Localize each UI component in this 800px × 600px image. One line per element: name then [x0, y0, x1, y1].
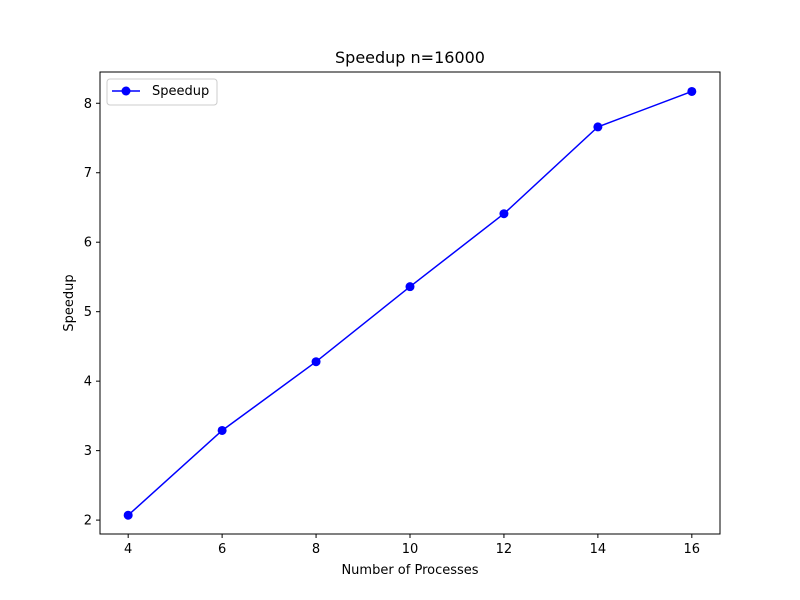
x-tick-label: 12 — [496, 542, 513, 557]
x-tick-label: 14 — [590, 542, 607, 557]
y-tick-label: 4 — [84, 375, 92, 390]
data-point — [311, 357, 321, 367]
series-layer — [123, 86, 697, 520]
y-axis-label: Speedup — [62, 274, 77, 331]
y-axis-ticks: 2 3 4 5 6 7 8 — [84, 97, 100, 529]
data-point — [405, 282, 415, 292]
legend-label: Speedup — [152, 84, 209, 99]
chart-title: Speedup n=16000 — [335, 48, 485, 67]
legend-box — [106, 78, 218, 106]
legend-marker — [121, 86, 131, 96]
y-tick-label: 2 — [84, 514, 92, 529]
data-point — [593, 122, 603, 132]
x-tick-label: 6 — [218, 542, 226, 557]
y-tick-label: 7 — [84, 166, 92, 181]
y-tick-label: 3 — [84, 444, 92, 459]
plot-area: 4 6 8 10 12 14 16 2 3 4 5 6 7 8 — [84, 71, 721, 557]
data-point — [687, 86, 697, 96]
data-point — [217, 425, 227, 435]
x-axis-ticks: 4 6 8 10 12 14 16 — [124, 534, 700, 557]
x-tick-label: 4 — [124, 542, 132, 557]
data-point — [123, 510, 133, 520]
data-point — [499, 209, 509, 219]
y-tick-label: 6 — [84, 236, 92, 251]
x-tick-label: 8 — [312, 542, 320, 557]
x-tick-label: 16 — [684, 542, 701, 557]
y-tick-label: 5 — [84, 305, 92, 320]
legend: Speedup — [106, 78, 218, 106]
x-axis-label: Number of Processes — [341, 563, 478, 578]
x-tick-label: 10 — [402, 542, 419, 557]
y-tick-label: 8 — [84, 97, 92, 112]
